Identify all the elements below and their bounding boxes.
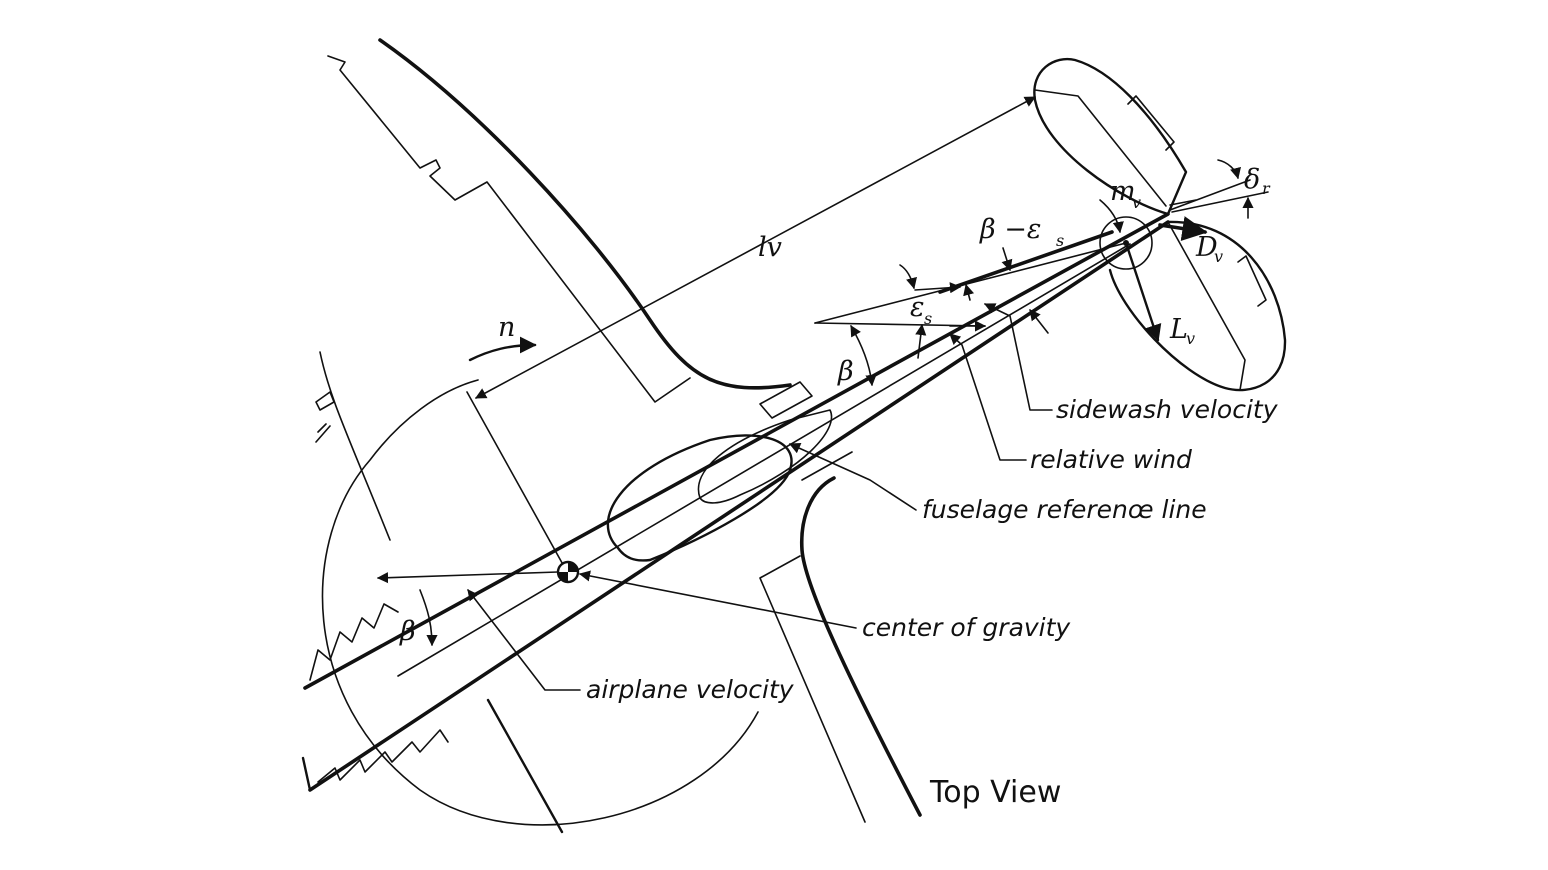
- wing-upper-trailing-edge: [327, 55, 691, 403]
- eps-arc: [899, 264, 917, 290]
- lv-dimension-line: [475, 96, 1036, 399]
- beta-minus-eps-sub: s: [1056, 231, 1064, 250]
- center-of-gravity-label: center of gravity: [862, 613, 1071, 642]
- wing-lower-leading-edge: [799, 476, 922, 817]
- canopy-outer: [606, 434, 793, 562]
- wing-stub-left: [315, 351, 391, 541]
- wing-upper-leading-edge: [378, 38, 792, 390]
- rudder-deflection-symbol: δ: [1244, 164, 1260, 195]
- sidewash-velocity-label: sidewash velocity: [1056, 395, 1279, 424]
- delta-r-arrow-top: [1217, 159, 1241, 180]
- eps-arrow-2: [915, 323, 927, 359]
- moment-symbol: m: [1110, 176, 1136, 207]
- fuselage-nose-end: [301, 756, 312, 792]
- trim-tab-lower: [1237, 255, 1267, 307]
- center-of-gravity-symbol: [556, 560, 580, 584]
- moment-arrow-mv: [1099, 199, 1124, 234]
- cg-leader: [578, 570, 857, 629]
- fuselage-reference-line-label: fuselage referenœ line: [922, 495, 1207, 524]
- eps-symbol: ε: [910, 292, 925, 323]
- beta-eps-tick: [1001, 247, 1013, 272]
- fuselage-line-leader: [788, 443, 917, 511]
- tail-arm-symbol: lv: [758, 232, 782, 263]
- vertical-tail-upper-chord: [1034, 89, 1167, 207]
- drag-sub: v: [1214, 247, 1223, 266]
- drag-vector-Dv: [1158, 216, 1208, 241]
- relative-wind-label: relative wind: [1030, 445, 1192, 474]
- beta-center-arc: [850, 325, 877, 387]
- sidewash-up-arrow: [963, 283, 975, 301]
- trim-tab-upper: [1127, 95, 1175, 151]
- tail-aerodynamic-center-circle: [1099, 216, 1153, 270]
- airplane-velocity-vector: [376, 571, 559, 584]
- wing-lower-root: [486, 698, 564, 834]
- beta-left-symbol: β: [399, 616, 416, 647]
- yaw-rate-symbol: n: [498, 312, 515, 343]
- beta-center-symbol: β: [837, 356, 854, 387]
- canopy-inner: [697, 409, 833, 504]
- propeller-blade-lower: [317, 729, 449, 783]
- moment-sub: v: [1132, 193, 1141, 212]
- wing-lower-trailing-edge: [759, 451, 866, 823]
- sidewash-leader: [983, 303, 1053, 411]
- relative-wind-leader: [949, 333, 1027, 461]
- vertical-tail-upper: [1033, 57, 1188, 216]
- lift-sub: v: [1186, 329, 1195, 348]
- propeller-blade-upper: [309, 603, 399, 681]
- sidewash-line: [938, 230, 1114, 294]
- rudder-deflection: [1169, 179, 1269, 213]
- top-view-label: Top View: [929, 775, 1061, 810]
- lift-vector-Lv: [1124, 241, 1162, 342]
- eps-sub: s: [924, 309, 932, 328]
- beta-minus-eps-symbol: β −ε: [979, 214, 1041, 245]
- yaw-rotation-circle: [321, 379, 759, 826]
- drag-symbol: D: [1195, 232, 1218, 263]
- beta-left-arc: [419, 589, 438, 647]
- vertical-tail-lower-chord: [1167, 221, 1246, 391]
- eps-arrow-1: [914, 282, 962, 294]
- lift-symbol: L: [1169, 314, 1188, 345]
- rudder-deflection-sub: r: [1262, 179, 1271, 198]
- yaw-rotation-arrow: [468, 336, 537, 362]
- fuselage-up-arrow: [1029, 309, 1049, 334]
- velocity-leader: [467, 589, 581, 691]
- airplane-velocity-label: airplane velocity: [586, 675, 795, 704]
- lv-extension-line: [466, 391, 567, 571]
